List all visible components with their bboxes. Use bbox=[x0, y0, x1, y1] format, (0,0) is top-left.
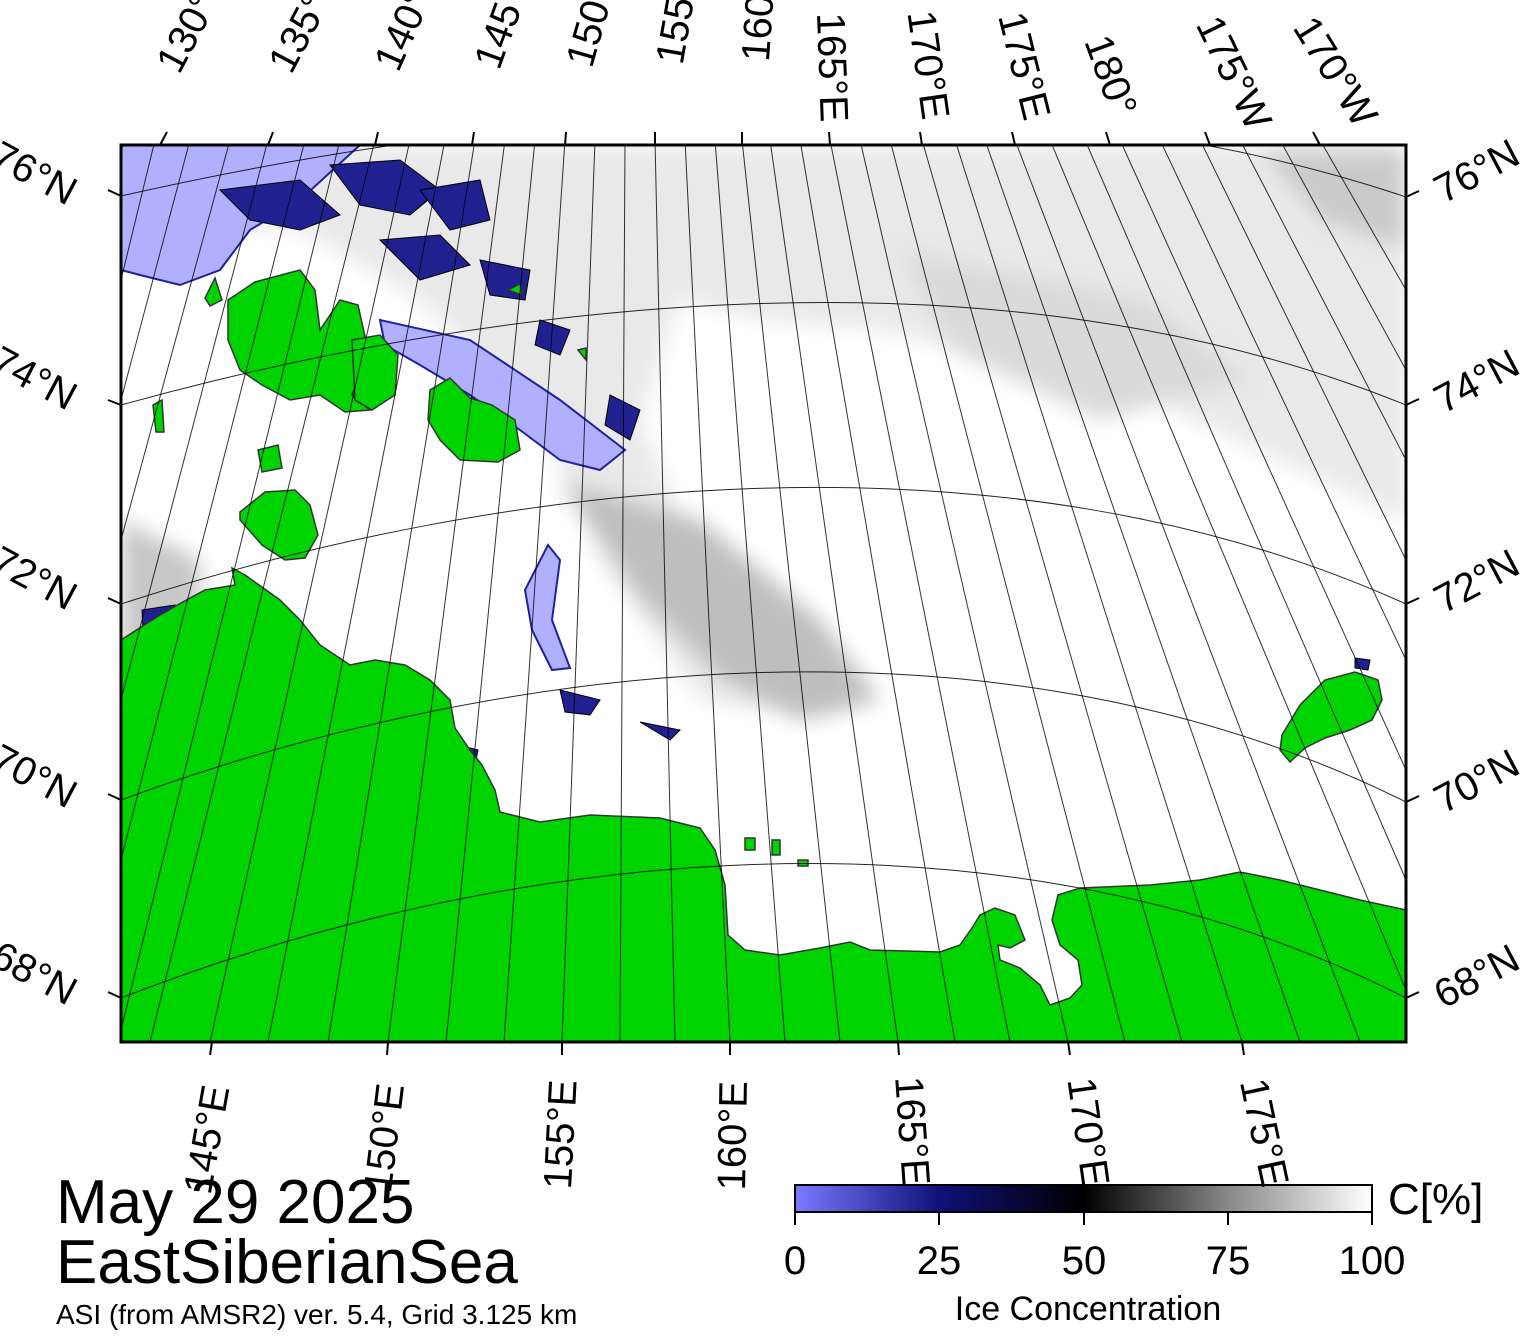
colorbar-tick-label: 100 bbox=[1338, 1239, 1406, 1283]
bottom-lon-label: 160°E bbox=[710, 1080, 756, 1191]
colorbar-tick-label: 75 bbox=[1205, 1239, 1251, 1283]
wrangel-island bbox=[1279, 671, 1383, 764]
colorbar-tick-label: 50 bbox=[1061, 1239, 1107, 1283]
low-ice-areas bbox=[121, 145, 627, 672]
meridians bbox=[121, 145, 1406, 1042]
colorbar-tick-label: 0 bbox=[783, 1239, 807, 1283]
bottom-lon-label: 165°E bbox=[886, 1074, 938, 1188]
top-lon-label: 160°E bbox=[734, 0, 786, 63]
product-info: ASI (from AMSR2) ver. 5.4, Grid 3.125 km bbox=[56, 1299, 578, 1330]
tick-marks bbox=[107, 131, 1420, 1056]
novaya-sibir-island bbox=[427, 377, 521, 463]
ice-field bbox=[121, 145, 1406, 720]
colorbar-ticks bbox=[794, 1212, 1373, 1225]
map-frame bbox=[119, 143, 1408, 1044]
map-date: May 29 2025 bbox=[56, 1168, 415, 1237]
colorbar bbox=[794, 1184, 1373, 1213]
graticule bbox=[121, 145, 1406, 999]
siberia-mainland bbox=[121, 566, 1406, 1042]
colorbar-title: Ice Concentration bbox=[954, 1290, 1222, 1328]
region-name: EastSiberianSea bbox=[56, 1228, 518, 1297]
bottom-lon-label: 155°E bbox=[536, 1078, 586, 1191]
kotelny-island bbox=[227, 269, 372, 413]
land bbox=[121, 269, 1406, 1042]
top-lon-label: 165°E bbox=[808, 11, 856, 123]
colorbar-unit: C[%] bbox=[1388, 1175, 1484, 1224]
colorbar-tick-label: 25 bbox=[916, 1239, 962, 1283]
